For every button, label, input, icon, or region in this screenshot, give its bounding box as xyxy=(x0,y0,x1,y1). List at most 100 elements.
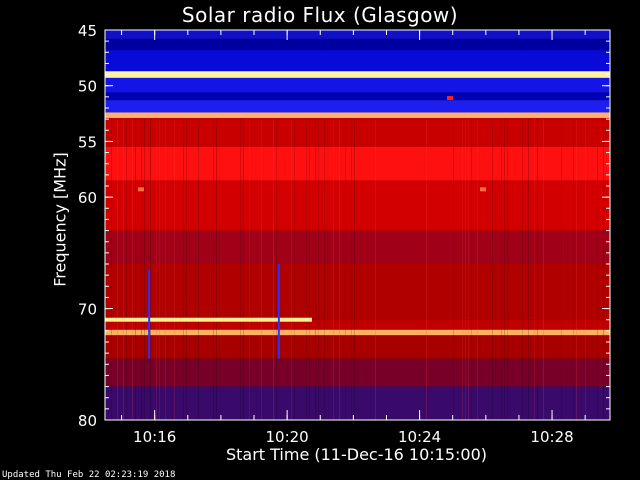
band-0 xyxy=(105,30,610,39)
noise-streak xyxy=(477,119,478,421)
noise-streak xyxy=(117,119,118,421)
noise-streak xyxy=(453,119,454,421)
band-10 xyxy=(105,180,610,231)
feature-dot-4 xyxy=(137,187,144,192)
noise-streak xyxy=(603,119,604,421)
noise-streak xyxy=(543,119,544,421)
x-axis-ticks: 10:16 10:20 10:24 10:28 xyxy=(121,30,586,446)
noise-streak xyxy=(198,119,199,421)
band-1 xyxy=(105,38,610,51)
band-6 xyxy=(105,100,610,113)
noise-streak xyxy=(240,119,241,421)
band-4 xyxy=(105,77,610,93)
noise-streak xyxy=(309,119,310,421)
band-15 xyxy=(105,335,610,359)
noise-streak xyxy=(345,119,346,421)
noise-streak xyxy=(126,119,127,421)
y-axis-ticks: 45 50 55 60 70 80 xyxy=(78,22,610,430)
noise-streak xyxy=(174,119,175,421)
noise-streak xyxy=(261,119,262,421)
noise-streak xyxy=(141,119,142,421)
y-tick-label: 80 xyxy=(78,412,97,430)
band-16 xyxy=(105,358,610,387)
x-tick-label: 10:20 xyxy=(266,428,309,446)
feature-dot-3 xyxy=(446,95,453,100)
noise-streak xyxy=(165,119,166,421)
noise-streak xyxy=(471,119,472,421)
band-9 xyxy=(105,147,610,181)
noise-streak xyxy=(597,119,598,421)
noise-streak xyxy=(324,119,325,421)
noise-streak xyxy=(111,119,112,421)
band-14 xyxy=(105,329,610,336)
band-3 xyxy=(105,71,610,78)
noise-streak xyxy=(522,119,523,421)
noise-streak xyxy=(216,119,217,421)
noise-streak xyxy=(573,119,574,421)
noise-streak xyxy=(333,119,334,421)
spectrogram-features xyxy=(105,95,487,359)
noise-streak xyxy=(132,119,133,421)
x-tick-label: 10:28 xyxy=(530,428,573,446)
plot-frame xyxy=(104,29,611,421)
noise-streak xyxy=(537,119,538,421)
noise-streak xyxy=(183,119,184,421)
y-tick-label: 60 xyxy=(78,189,97,207)
x-axis-label: Start Time (11-Dec-16 10:15:00) xyxy=(225,445,488,464)
noise-streak xyxy=(426,119,427,421)
y-tick-label: 70 xyxy=(78,301,97,319)
noise-streak xyxy=(534,119,535,421)
noise-streak xyxy=(354,119,355,421)
x-tick-label: 10:24 xyxy=(398,428,441,446)
noise-streak xyxy=(585,119,586,421)
noise-streak xyxy=(213,119,214,421)
noise-streak xyxy=(351,119,352,421)
noise-streak xyxy=(507,119,508,421)
y-tick-label: 45 xyxy=(78,22,97,40)
band-17 xyxy=(105,386,610,420)
y-tick-label: 50 xyxy=(78,78,97,96)
noise-streak xyxy=(273,119,274,421)
noise-streak xyxy=(123,119,124,421)
feature-vline-2 xyxy=(277,264,280,359)
noise-streak xyxy=(135,119,136,421)
noise-streak xyxy=(318,119,319,421)
band-13 xyxy=(105,319,610,330)
noise-streak xyxy=(249,119,250,421)
noise-streak xyxy=(576,119,577,421)
noise-streak xyxy=(504,119,505,421)
y-tick-label: 55 xyxy=(78,133,97,151)
noise-streak xyxy=(159,119,160,421)
feature-vline-1 xyxy=(148,269,151,359)
band-5 xyxy=(105,92,610,101)
noise-streak xyxy=(339,119,340,421)
band-11 xyxy=(105,230,610,264)
noise-streak xyxy=(462,119,463,421)
noise-streak xyxy=(528,119,529,421)
noise-streak xyxy=(501,119,502,421)
noise-streak xyxy=(294,119,295,421)
noise-streak xyxy=(492,119,493,421)
band-7 xyxy=(105,112,610,119)
spectrogram-bands xyxy=(105,30,610,421)
noise-streak xyxy=(306,119,307,421)
noise-streak xyxy=(468,119,469,421)
noise-streak xyxy=(150,119,151,421)
band-8 xyxy=(105,118,610,147)
feature-dot-5 xyxy=(480,187,487,192)
noise-streak xyxy=(243,119,244,421)
noise-streak xyxy=(156,119,157,421)
noise-streak xyxy=(186,119,187,421)
noise-streak xyxy=(276,119,277,421)
band-2 xyxy=(105,50,610,72)
chart-title: Solar radio Flux (Glasgow) xyxy=(181,3,459,27)
noise-streak xyxy=(561,119,562,421)
noise-streak xyxy=(291,119,292,421)
band-12 xyxy=(105,264,610,320)
noise-streak xyxy=(144,119,145,421)
x-tick-label: 10:16 xyxy=(133,428,176,446)
noise-streak xyxy=(315,119,316,421)
noise-streak xyxy=(375,119,376,421)
feature-hline-0 xyxy=(105,317,312,322)
updated-timestamp: Updated Thu Feb 22 02:23:19 2018 xyxy=(2,470,176,480)
